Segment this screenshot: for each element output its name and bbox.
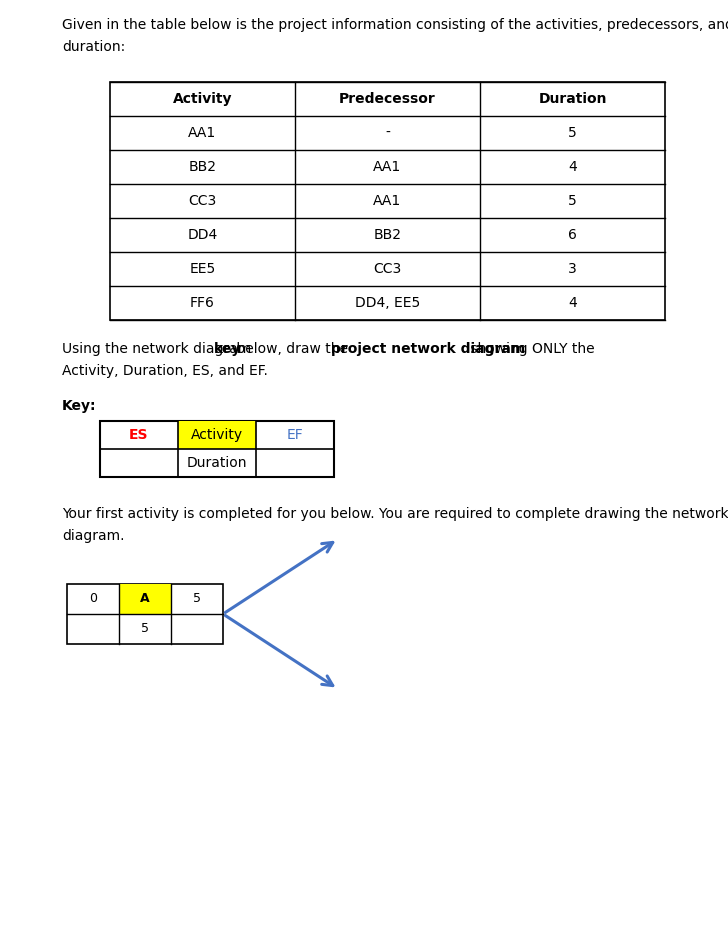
Text: Key:: Key:	[62, 399, 97, 413]
Text: BB2: BB2	[373, 228, 402, 242]
Text: 4: 4	[568, 160, 577, 174]
Bar	[178, 421, 256, 449]
Text: AA1: AA1	[189, 126, 217, 140]
Text: Activity, Duration, ES, and EF.: Activity, Duration, ES, and EF.	[62, 364, 268, 378]
Text: Using the network diagram: Using the network diagram	[62, 342, 256, 356]
Text: A: A	[141, 592, 150, 605]
Text: FF6: FF6	[190, 296, 215, 310]
Text: 0: 0	[89, 592, 97, 605]
Bar	[67, 584, 223, 644]
Text: CC3: CC3	[189, 194, 217, 208]
Text: key: key	[214, 342, 242, 356]
Text: Predecessor: Predecessor	[339, 92, 436, 106]
Text: project network diagram: project network diagram	[331, 342, 526, 356]
Text: Given in the table below is the project information consisting of the activities: Given in the table below is the project …	[62, 18, 728, 32]
Text: 6: 6	[568, 228, 577, 242]
Text: Activity: Activity	[191, 428, 243, 442]
Text: ES: ES	[130, 428, 149, 442]
Text: 5: 5	[141, 623, 149, 636]
Text: 4: 4	[568, 296, 577, 310]
Bar	[110, 82, 665, 320]
Text: 5: 5	[193, 592, 201, 605]
Text: EE5: EE5	[189, 262, 215, 276]
Text: EF: EF	[287, 428, 304, 442]
Bar	[100, 421, 334, 477]
Text: BB2: BB2	[189, 160, 216, 174]
Text: CC3: CC3	[373, 262, 402, 276]
Text: 5: 5	[568, 194, 577, 208]
Text: duration:: duration:	[62, 40, 125, 54]
Text: Duration: Duration	[538, 92, 606, 106]
Text: below, draw the: below, draw the	[232, 342, 352, 356]
Bar	[119, 584, 171, 614]
Text: 3: 3	[568, 262, 577, 276]
Text: -: -	[385, 126, 390, 140]
Text: Your first activity is completed for you below. You are required to complete dra: Your first activity is completed for you…	[62, 507, 728, 521]
Text: diagram.: diagram.	[62, 529, 124, 543]
Text: showing ONLY the: showing ONLY the	[466, 342, 594, 356]
Text: 5: 5	[568, 126, 577, 140]
Text: DD4, EE5: DD4, EE5	[355, 296, 420, 310]
Text: Activity: Activity	[173, 92, 232, 106]
Text: AA1: AA1	[373, 160, 402, 174]
Text: Duration: Duration	[187, 456, 248, 470]
Text: AA1: AA1	[373, 194, 402, 208]
Text: DD4: DD4	[187, 228, 218, 242]
